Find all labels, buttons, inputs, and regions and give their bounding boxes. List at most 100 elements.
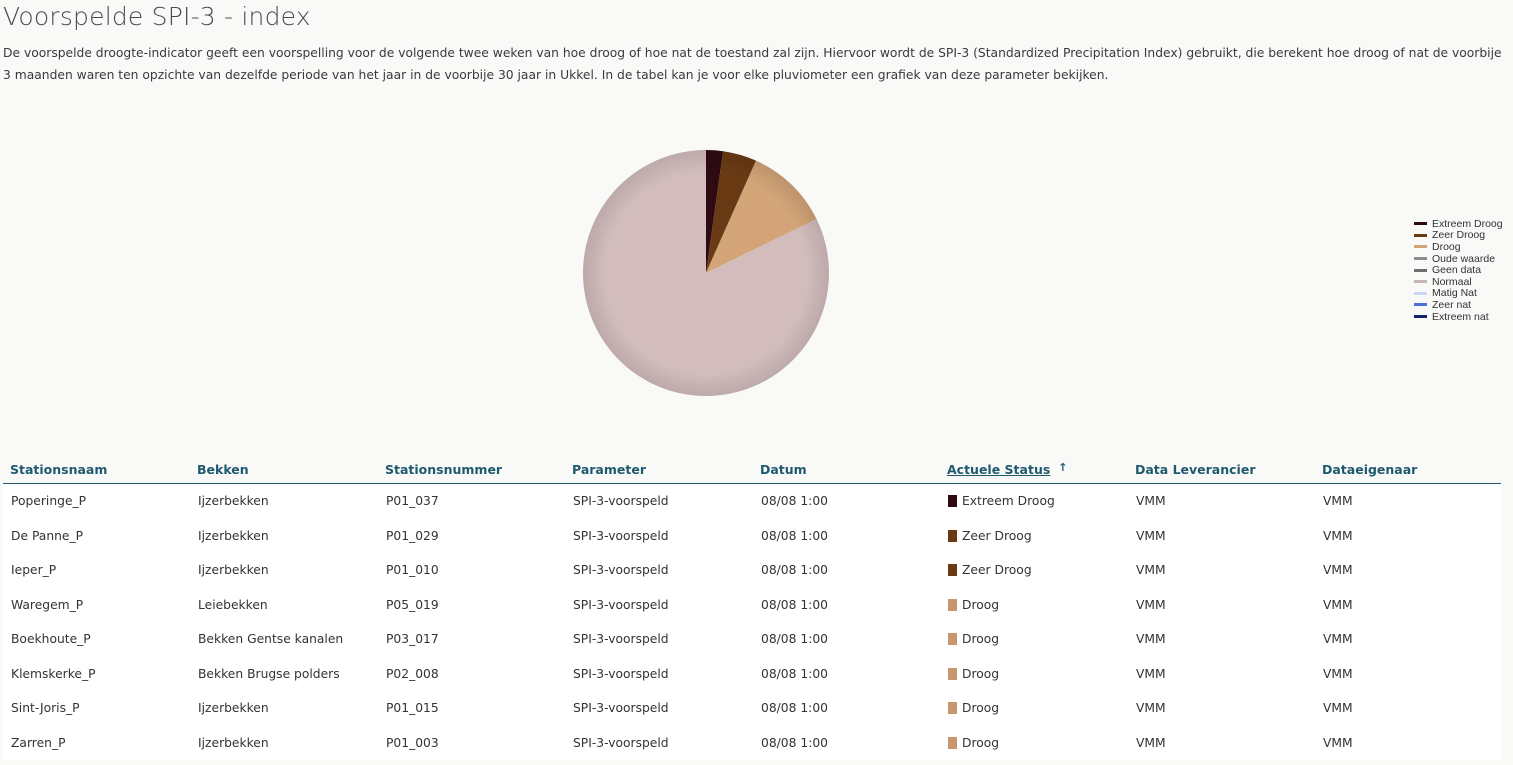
legend-swatch xyxy=(1414,257,1427,261)
legend-item[interactable]: Oude waarde xyxy=(1414,253,1503,265)
pie-chart xyxy=(583,150,829,396)
cell-data-leverancier: VMM xyxy=(1136,701,1166,716)
cell-actuele-status: Droog xyxy=(940,598,1128,612)
cell-actuele-status: Zeer Droog xyxy=(940,529,1128,543)
cell-data-leverancier: VMM xyxy=(1136,597,1166,612)
cell-datum: 08/08 1:00 xyxy=(761,528,828,543)
cell-data-leverancier: VMM xyxy=(1136,494,1166,509)
legend-label: Droog xyxy=(1432,240,1461,253)
cell-actuele-status: Droog xyxy=(940,736,1128,750)
page-title: Voorspelde SPI-3 - index xyxy=(3,2,311,31)
status-label: Droog xyxy=(962,666,1000,681)
legend-item[interactable]: Normaal xyxy=(1414,276,1503,288)
cell-bekken: Ijzerbekken xyxy=(198,735,269,750)
legend-item[interactable]: Matig Nat xyxy=(1414,287,1503,300)
cell-datum: 08/08 1:00 xyxy=(761,666,828,681)
legend-item[interactable]: Extreem nat xyxy=(1414,311,1503,323)
cell-stationsnummer: P05_019 xyxy=(386,597,439,612)
table-row[interactable]: Ieper_P Ijzerbekken P01_010 SPI-3-voorspeld… xyxy=(3,553,1501,588)
legend-label: Extreem nat xyxy=(1432,310,1489,323)
cell-bekken: Bekken Brugse polders xyxy=(198,666,340,681)
status-color-swatch xyxy=(948,633,957,646)
legend-item[interactable]: Zeer nat xyxy=(1414,299,1503,311)
cell-data-leverancier: VMM xyxy=(1136,632,1166,647)
sort-ascending-icon[interactable]: ↑ xyxy=(1058,460,1068,474)
column-header-data-leverancier[interactable]: Data Leverancier xyxy=(1135,461,1256,477)
status-color-swatch xyxy=(948,529,957,542)
status-label: Droog xyxy=(962,701,1000,716)
status-label: Extreem Droog xyxy=(962,494,1055,509)
cell-stationsnaam: Poperinge_P xyxy=(11,494,87,509)
status-color-swatch xyxy=(948,564,957,577)
cell-dataeigenaar: VMM xyxy=(1323,666,1353,681)
legend-item[interactable]: Droog xyxy=(1414,241,1503,253)
legend-label: Normaal xyxy=(1432,275,1472,288)
cell-parameter: SPI-3-voorspeld xyxy=(573,597,669,612)
cell-data-leverancier: VMM xyxy=(1136,563,1166,578)
cell-dataeigenaar: VMM xyxy=(1323,597,1353,612)
cell-stationsnummer: P01_015 xyxy=(386,701,439,716)
status-color-swatch xyxy=(948,598,957,611)
cell-bekken: Leiebekken xyxy=(198,597,268,612)
legend-item[interactable]: Zeer Droog xyxy=(1414,229,1503,241)
pie-shade xyxy=(583,150,829,396)
legend-swatch xyxy=(1414,303,1427,307)
page-description: De voorspelde droogte-indicator geeft ee… xyxy=(3,46,1502,82)
cell-stationsnummer: P03_017 xyxy=(386,632,439,647)
legend-swatch xyxy=(1414,315,1427,319)
table-row[interactable]: Poperinge_P Ijzerbekken P01_037 SPI-3-voors… xyxy=(3,484,1501,519)
table-row[interactable]: De Panne_P Ijzerbekken P01_029 SPI-3-voorsp… xyxy=(3,518,1501,553)
column-header-dataeigenaar[interactable]: Dataeigenaar xyxy=(1322,461,1418,477)
cell-data-leverancier: VMM xyxy=(1136,528,1166,543)
status-label: Droog xyxy=(962,735,1000,750)
column-header-actuele-status-label[interactable]: Actuele Status xyxy=(947,461,1051,477)
table-row[interactable]: Sint-Joris_P Ijzerbekken P01_015 SPI-3-voor… xyxy=(3,691,1501,726)
status-label: Zeer Droog xyxy=(962,563,1032,578)
cell-dataeigenaar: VMM xyxy=(1323,494,1353,509)
legend-label: Extreem Droog xyxy=(1432,217,1503,230)
chart-legend: Extreem Droog Zeer Droog Droog Oude waarde G… xyxy=(1414,218,1503,323)
cell-datum: 08/08 1:00 xyxy=(761,494,828,509)
legend-item[interactable]: Geen data xyxy=(1414,264,1503,276)
legend-swatch xyxy=(1414,291,1427,295)
cell-parameter: SPI-3-voorspeld xyxy=(573,735,669,750)
cell-dataeigenaar: VMM xyxy=(1323,528,1353,543)
legend-item[interactable]: Extreem Droog xyxy=(1414,218,1503,230)
table-row[interactable]: Zarren_P Ijzerbekken P01_003 SPI-3-voorspel… xyxy=(3,725,1501,760)
cell-stationsnummer: P02_008 xyxy=(386,666,439,681)
cell-stationsnaam: Boekhoute_P xyxy=(11,632,91,647)
column-header-datum[interactable]: Datum xyxy=(760,461,807,477)
cell-stationsnummer: P01_029 xyxy=(386,528,439,543)
column-header-stationsnaam[interactable]: Stationsnaam xyxy=(10,461,108,477)
cell-parameter: SPI-3-voorspeld xyxy=(573,666,669,681)
pie-chart-container: Extreem Droog Zeer Droog Droog Oude waarde G… xyxy=(0,100,1513,450)
table-body: Poperinge_P Ijzerbekken P01_037 SPI-3-voors… xyxy=(3,484,1501,760)
status-label: Droog xyxy=(962,597,1000,612)
cell-parameter: SPI-3-voorspeld xyxy=(573,632,669,647)
status-color-swatch xyxy=(948,736,957,749)
cell-stationsnaam: Sint-Joris_P xyxy=(11,701,80,716)
table-row[interactable]: Boekhoute_P Bekken Gentse kanalen P03_017 S… xyxy=(3,622,1501,657)
column-header-parameter[interactable]: Parameter xyxy=(572,461,646,477)
cell-dataeigenaar: VMM xyxy=(1323,563,1353,578)
cell-actuele-status: Droog xyxy=(940,632,1128,646)
cell-parameter: SPI-3-voorspeld xyxy=(573,701,669,716)
status-label: Zeer Droog xyxy=(962,528,1032,543)
cell-stationsnaam: De Panne_P xyxy=(11,528,84,543)
cell-stationsnaam: Zarren_P xyxy=(11,735,66,750)
column-header-bekken[interactable]: Bekken xyxy=(197,461,249,477)
legend-swatch xyxy=(1414,280,1427,284)
cell-stationsnaam: Ieper_P xyxy=(11,563,57,578)
legend-label: Matig Nat xyxy=(1432,287,1477,300)
cell-dataeigenaar: VMM xyxy=(1323,701,1353,716)
cell-parameter: SPI-3-voorspeld xyxy=(573,494,669,509)
table-row[interactable]: Waregem_P Leiebekken P05_019 SPI-3-voorspel… xyxy=(3,587,1501,622)
cell-datum: 08/08 1:00 xyxy=(761,563,828,578)
cell-bekken: Ijzerbekken xyxy=(198,701,269,716)
cell-stationsnummer: P01_037 xyxy=(386,494,439,509)
column-header-stationsnummer[interactable]: Stationsnummer xyxy=(385,461,503,477)
column-header-actuele-status[interactable]: Actuele Status ↑ xyxy=(940,460,1128,477)
table-row[interactable]: Klemskerke_P Bekken Brugse polders P02_008… xyxy=(3,656,1501,691)
legend-swatch xyxy=(1414,268,1427,272)
cell-datum: 08/08 1:00 xyxy=(761,735,828,750)
